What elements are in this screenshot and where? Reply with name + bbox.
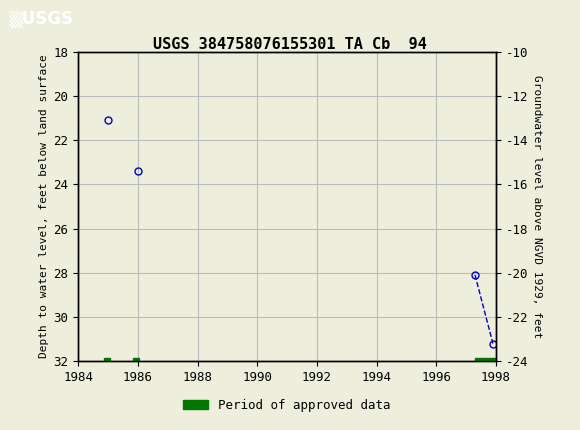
Bar: [475, 358, 496, 365]
Text: ▒USGS: ▒USGS: [9, 10, 72, 28]
Y-axis label: Groundwater level above NGVD 1929, feet: Groundwater level above NGVD 1929, feet: [532, 75, 542, 338]
Legend: Period of approved data: Period of approved data: [179, 394, 396, 417]
Text: USGS 384758076155301 TA Cb  94: USGS 384758076155301 TA Cb 94: [153, 37, 427, 52]
Bar: [104, 358, 110, 365]
Bar: [133, 358, 139, 365]
Y-axis label: Depth to water level, feet below land surface: Depth to water level, feet below land su…: [39, 55, 49, 358]
